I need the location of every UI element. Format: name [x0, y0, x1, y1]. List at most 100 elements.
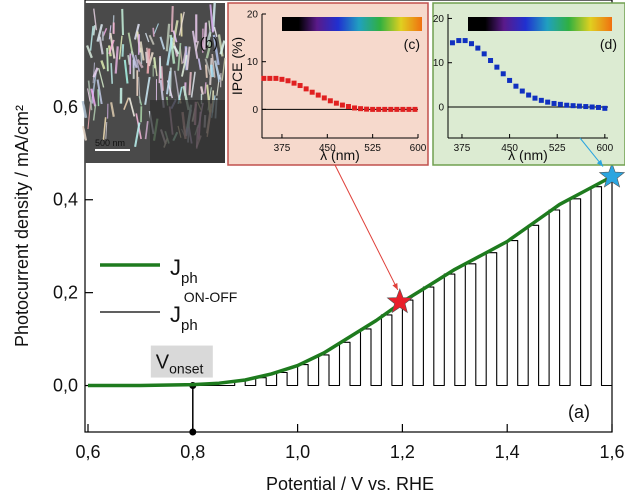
sem-texture — [121, 44, 125, 57]
y-tick-label: 20 — [433, 14, 445, 25]
sem-texture — [206, 31, 212, 46]
sem-texture — [134, 54, 141, 72]
chopped-line — [88, 186, 612, 387]
sem-texture — [160, 66, 164, 91]
onset-box — [150, 345, 213, 378]
legend-main: J — [170, 302, 181, 327]
data-point — [589, 104, 595, 110]
data-point — [370, 106, 376, 112]
sem-texture — [205, 41, 212, 59]
y-tick-label: 0 — [252, 105, 258, 116]
sem-texture — [173, 70, 180, 100]
legend-sub: ph — [181, 270, 198, 287]
sem-texture — [148, 34, 155, 46]
onset-label-main: V — [156, 352, 170, 374]
x-tick-label: 1,0 — [285, 442, 310, 462]
data-point — [557, 101, 563, 107]
sem-texture — [96, 79, 103, 105]
data-point — [327, 98, 333, 104]
sem-texture — [182, 47, 188, 64]
sem-texture — [204, 82, 207, 94]
sem-texture — [108, 25, 112, 40]
sem-texture — [146, 47, 150, 67]
sem-image: 500 nm (b) — [81, 2, 226, 163]
sem-texture — [188, 72, 192, 96]
data-point — [261, 75, 267, 81]
sem-texture — [96, 23, 104, 42]
plot-frame — [84, 0, 613, 433]
data-point — [462, 38, 468, 44]
sem-texture — [152, 27, 155, 37]
data-point — [475, 45, 481, 51]
arrow-head — [392, 282, 398, 290]
sem-texture — [190, 71, 196, 98]
sem-texture — [92, 62, 96, 84]
sem-texture — [82, 125, 88, 141]
x-tick-label: 600 — [596, 143, 613, 154]
x-axis-label: λ (nm) — [320, 147, 360, 163]
arrow — [334, 164, 399, 291]
sem-texture — [186, 46, 191, 70]
data-point — [358, 106, 364, 112]
data-point — [303, 86, 309, 92]
sem-texture — [86, 45, 93, 59]
data-point — [315, 92, 321, 98]
y-tick-label: 0,6 — [53, 97, 78, 117]
sem-texture — [98, 36, 104, 55]
data-point — [267, 75, 273, 81]
data-point — [519, 88, 525, 94]
sem-texture — [200, 86, 204, 95]
data-point — [500, 71, 506, 77]
data-point — [388, 106, 394, 112]
sem-texture — [144, 32, 150, 43]
y-tick-label: 10 — [247, 57, 259, 68]
sem-texture — [221, 57, 226, 81]
sem-texture — [195, 40, 200, 51]
sem-texture — [204, 64, 208, 78]
x-axis-label: Potential / V vs. RHE — [266, 474, 434, 494]
x-tick-label: 1,4 — [495, 442, 520, 462]
data-point — [339, 102, 345, 108]
data-point — [570, 103, 576, 109]
x-tick-label: 525 — [364, 143, 381, 154]
x-tick-label: 1,6 — [599, 442, 624, 462]
sem-texture — [165, 23, 171, 52]
x-tick-label: 0,6 — [75, 442, 100, 462]
sem-texture — [128, 97, 136, 117]
y-tick-label: 10 — [433, 58, 445, 69]
sem-texture — [90, 88, 97, 107]
data-point — [400, 106, 406, 112]
sem-texture — [81, 100, 88, 119]
sem-texture — [170, 6, 174, 32]
legend-label: Jph — [170, 255, 198, 287]
data-point — [309, 89, 315, 95]
sem-texture — [138, 76, 141, 104]
sem-texture — [87, 88, 91, 102]
sem-texture — [87, 100, 92, 130]
onset-label: Vonset — [156, 352, 204, 377]
data-point — [576, 103, 582, 109]
y-axis-label: IPCE (%) — [229, 37, 245, 95]
sem-texture — [100, 60, 106, 70]
data-point — [364, 106, 370, 112]
sem-texture — [212, 34, 220, 66]
sem-texture — [215, 65, 220, 83]
sem-texture — [191, 30, 199, 59]
sem-texture — [213, 26, 218, 37]
data-point — [333, 100, 339, 106]
sem-texture — [197, 58, 202, 71]
data-point — [406, 106, 412, 112]
data-point — [456, 38, 462, 44]
sem-texture — [127, 32, 134, 55]
sem-texture — [105, 121, 108, 139]
data-point — [602, 105, 608, 111]
sem-texture — [93, 8, 98, 31]
sem-texture — [89, 26, 94, 51]
sem-texture — [145, 51, 149, 64]
sem-texture — [87, 80, 93, 111]
data-point — [394, 106, 400, 112]
sem-texture — [92, 67, 99, 78]
legend-main: J — [170, 255, 181, 280]
data-point — [412, 106, 418, 112]
